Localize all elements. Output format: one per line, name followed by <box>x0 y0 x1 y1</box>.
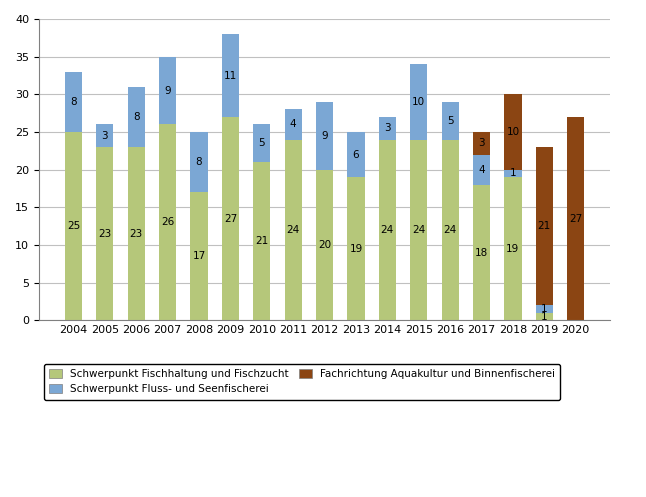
Text: 3: 3 <box>101 131 108 141</box>
Text: 26: 26 <box>161 218 174 228</box>
Text: 23: 23 <box>130 229 143 239</box>
Bar <box>536 313 553 321</box>
Bar <box>65 72 82 132</box>
Text: 8: 8 <box>133 112 140 122</box>
Text: 17: 17 <box>193 251 205 261</box>
Bar <box>128 147 145 321</box>
Text: 4: 4 <box>478 165 485 175</box>
Text: 21: 21 <box>537 221 551 231</box>
Bar <box>441 140 459 321</box>
Bar <box>284 140 302 321</box>
Bar <box>473 155 490 185</box>
Text: 5: 5 <box>258 138 265 148</box>
Text: 27: 27 <box>569 214 582 224</box>
Text: 4: 4 <box>290 119 297 130</box>
Bar <box>410 64 428 140</box>
Bar <box>253 124 271 162</box>
Bar <box>473 132 490 155</box>
Text: 10: 10 <box>506 127 519 137</box>
Text: 9: 9 <box>321 131 328 141</box>
Bar <box>505 94 521 169</box>
Text: 3: 3 <box>478 138 485 148</box>
Bar <box>65 132 82 321</box>
Bar <box>505 177 521 321</box>
Text: 8: 8 <box>196 157 202 167</box>
Text: 19: 19 <box>349 244 362 254</box>
Bar <box>191 192 207 321</box>
Text: 27: 27 <box>224 214 237 224</box>
Bar <box>159 57 176 124</box>
Text: 25: 25 <box>67 221 80 231</box>
Text: 19: 19 <box>506 244 519 254</box>
Text: 23: 23 <box>98 229 112 239</box>
Text: 5: 5 <box>447 116 453 126</box>
Bar <box>567 117 585 321</box>
Bar <box>222 117 239 321</box>
Bar <box>316 102 333 169</box>
Text: 21: 21 <box>255 236 269 247</box>
Bar <box>410 140 428 321</box>
Bar <box>96 124 114 147</box>
Bar <box>348 132 364 177</box>
Bar <box>379 117 396 140</box>
Text: 11: 11 <box>224 71 237 81</box>
Bar <box>536 305 553 313</box>
Text: 1: 1 <box>510 168 516 178</box>
Text: 10: 10 <box>412 97 425 107</box>
Bar <box>191 132 207 192</box>
Bar <box>284 109 302 140</box>
Bar <box>96 147 114 321</box>
Bar <box>253 162 271 321</box>
Text: 8: 8 <box>70 97 77 107</box>
Bar <box>316 169 333 321</box>
Text: 18: 18 <box>475 248 488 257</box>
Bar <box>159 124 176 321</box>
Bar <box>473 185 490 321</box>
Legend: Schwerpunkt Fischhaltung und Fischzucht, Schwerpunkt Fluss- und Seenfischerei, F: Schwerpunkt Fischhaltung und Fischzucht,… <box>44 364 560 400</box>
Text: 9: 9 <box>164 85 171 95</box>
Bar <box>505 169 521 177</box>
Text: 3: 3 <box>384 123 391 133</box>
Bar <box>128 87 145 147</box>
Text: 24: 24 <box>380 225 394 235</box>
Text: 24: 24 <box>412 225 425 235</box>
Bar <box>536 147 553 305</box>
Text: 24: 24 <box>287 225 300 235</box>
Text: 1: 1 <box>541 304 548 314</box>
Text: 24: 24 <box>444 225 457 235</box>
Text: 6: 6 <box>353 150 359 160</box>
Text: 1: 1 <box>541 312 548 322</box>
Bar <box>379 140 396 321</box>
Bar <box>441 102 459 140</box>
Text: 20: 20 <box>318 240 331 250</box>
Bar <box>348 177 364 321</box>
Bar <box>222 34 239 117</box>
